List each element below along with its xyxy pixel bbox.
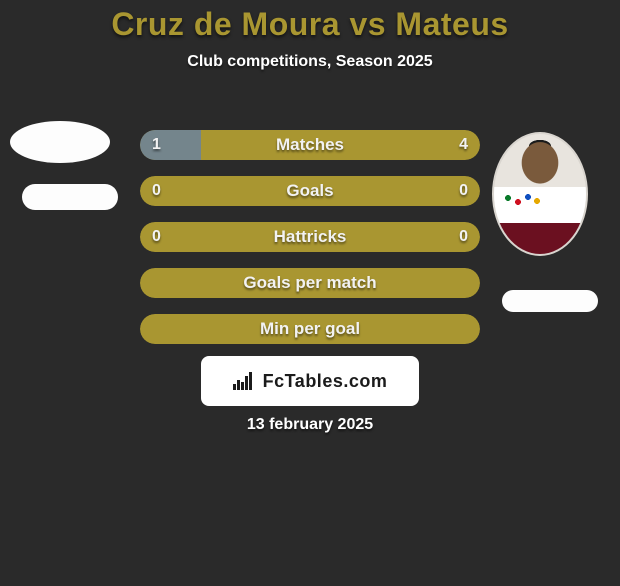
player-right-avatar	[492, 132, 588, 256]
stat-bar: 00Hattricks	[140, 222, 480, 252]
stat-label: Min per goal	[140, 314, 480, 344]
stat-label: Goals	[140, 176, 480, 206]
stat-bar: 14Matches	[140, 130, 480, 160]
footer-date: 13 february 2025	[0, 416, 620, 434]
stat-label: Goals per match	[140, 268, 480, 298]
stat-label: Matches	[140, 130, 480, 160]
attribution-badge: FcTables.com	[201, 356, 419, 406]
bar-chart-icon	[233, 372, 255, 390]
stat-bar: Goals per match	[140, 268, 480, 298]
attribution-text: FcTables.com	[263, 371, 388, 392]
stat-label: Hattricks	[140, 222, 480, 252]
page-title: Cruz de Moura vs Mateus	[0, 6, 620, 43]
page-subtitle: Club competitions, Season 2025	[0, 53, 620, 71]
stat-bar: 00Goals	[140, 176, 480, 206]
player-right-badge	[502, 290, 598, 312]
player-left-badge	[22, 184, 118, 210]
player-right-photo	[494, 134, 586, 254]
player-left-avatar	[10, 121, 110, 163]
stats-chart: 14Matches 00Goals 00Hattricks Goals per mat…	[140, 130, 480, 344]
stat-bar: Min per goal	[140, 314, 480, 344]
